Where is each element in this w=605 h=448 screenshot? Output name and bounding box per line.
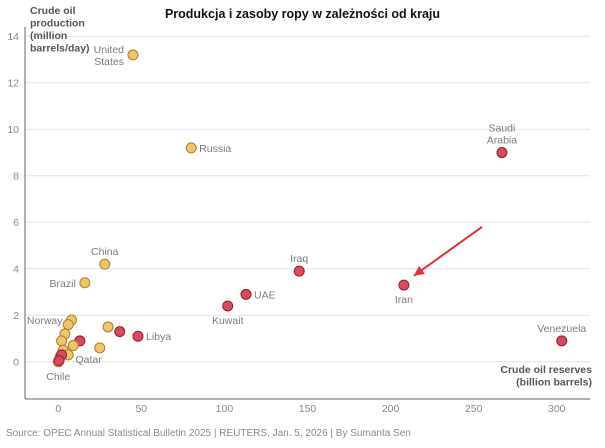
arrow-line [413, 226, 483, 277]
point-label-uae: UAE [254, 289, 276, 301]
point-unlabeled [114, 326, 126, 338]
point-unlabeled [67, 340, 79, 352]
point-label-iraq: Iraq [290, 253, 308, 265]
y-axis-title-line: Crude oil [30, 5, 76, 17]
x-axis-title-line: Crude oil reserves [500, 364, 592, 376]
y-axis-title-line: production [30, 18, 85, 30]
y-tick-label: 6 [13, 217, 19, 229]
point-label-kuwait: Kuwait [212, 315, 244, 327]
point-label-venezuela: Venezuela [537, 323, 586, 335]
point-qatar [94, 342, 106, 354]
y-tick-label: 14 [7, 31, 19, 43]
point-label-saudi-arabia: Saudi [488, 123, 515, 135]
y-tick-label: 12 [7, 77, 19, 89]
x-tick-label: 300 [548, 403, 566, 415]
point-layer [52, 49, 568, 368]
x-tick-label: 0 [55, 403, 61, 415]
x-tick-label: 200 [382, 403, 400, 415]
axis-layer: 0 2 4 6 8 10 12 14 0 50 100 150 200 250 300 Crude oilpr… [7, 5, 592, 415]
y-tick-label: 2 [13, 310, 19, 322]
point-unlabeled [53, 355, 65, 367]
page-title: Produkcja i zasoby ropy w zależności od … [164, 7, 441, 21]
point-label-saudi-arabia: Arabia [487, 135, 518, 147]
x-tick-label: 50 [135, 403, 147, 415]
point-brazil [79, 277, 91, 289]
point-label-qatar: Qatar [76, 354, 103, 366]
x-tick-label: 250 [465, 403, 483, 415]
point-united-states [127, 49, 139, 61]
point-china [99, 258, 111, 270]
y-tick-label: 4 [13, 263, 19, 275]
point-uae [240, 288, 252, 300]
x-tick-label: 150 [299, 403, 317, 415]
y-tick-label: 0 [13, 356, 19, 368]
point-label-brazil: Brazil [50, 278, 76, 290]
point-iran [398, 279, 410, 291]
point-libya [132, 330, 144, 342]
point-label-china: China [91, 246, 119, 258]
point-saudi-arabia [496, 147, 508, 159]
annotation-layer [413, 226, 483, 277]
point-unlabeled [56, 335, 68, 347]
grid-layer [25, 35, 590, 363]
x-tick-label: 100 [216, 403, 234, 415]
point-label-united-states: States [94, 56, 124, 68]
point-label-chile: Chile [46, 371, 70, 383]
y-axis-title-line: barrels/day) [30, 43, 90, 55]
point-kuwait [222, 300, 234, 312]
point-venezuela [556, 335, 568, 347]
arrow-head [413, 265, 425, 276]
point-label-norway: Norway [27, 315, 63, 327]
point-label-united-states: United [94, 44, 125, 56]
y-tick-label: 8 [13, 170, 19, 182]
point-label-libya: Libya [146, 331, 171, 343]
point-label-russia: Russia [199, 143, 231, 155]
point-label-iran: Iran [395, 294, 413, 306]
y-tick-label: 10 [7, 124, 19, 136]
x-axis-title-line: (billion barrels) [516, 377, 592, 389]
point-russia [185, 142, 197, 154]
point-unlabeled [102, 321, 114, 333]
y-axis-title-line: (million [30, 30, 67, 42]
source-note: Source: OPEC Annual Statistical Bulletin… [6, 428, 411, 439]
point-iraq [293, 265, 305, 277]
point-unlabeled [62, 319, 74, 331]
